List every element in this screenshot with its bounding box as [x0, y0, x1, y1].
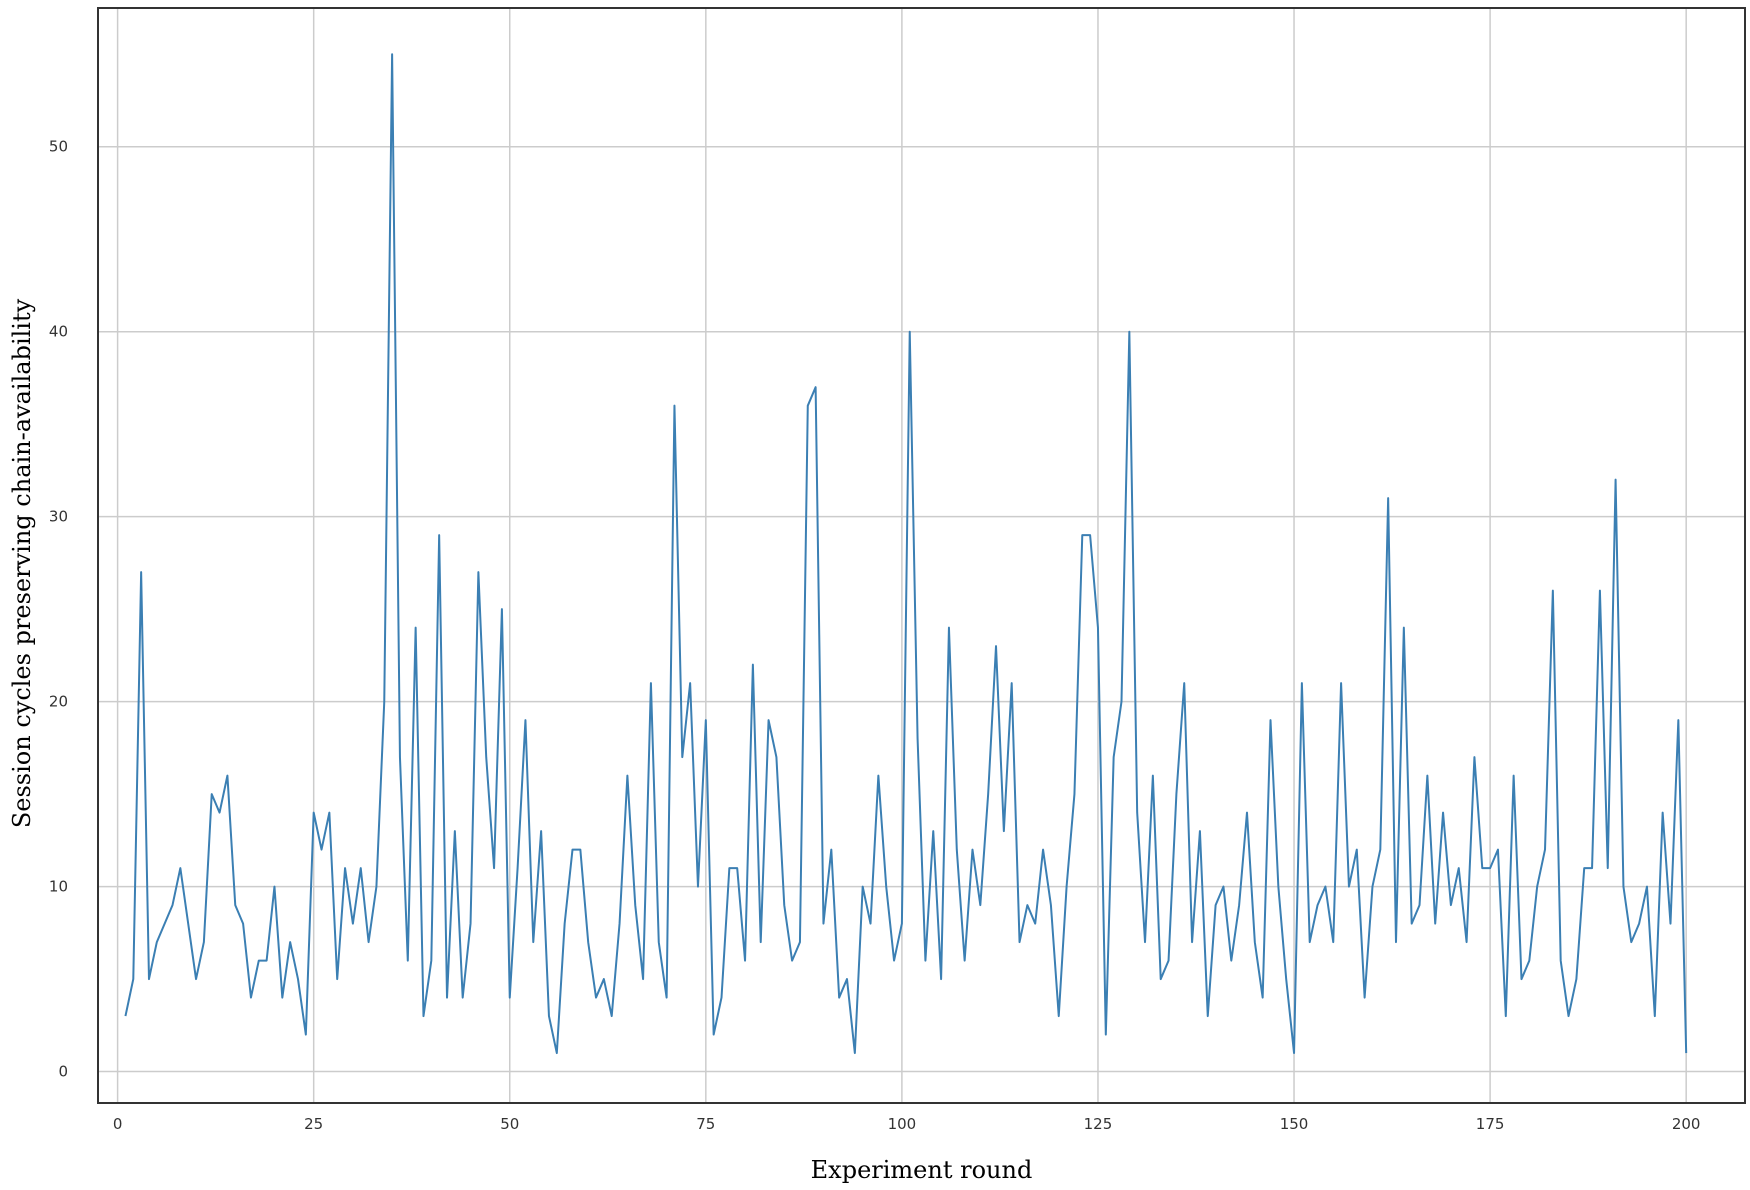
series-layer [124, 53, 1688, 1055]
x-tick-label: 25 [304, 1115, 323, 1133]
x-tick-label: 125 [1084, 1115, 1113, 1133]
y-tick-label: 50 [49, 138, 68, 156]
series-line [124, 53, 1688, 1055]
plot-frame [97, 7, 1746, 1104]
y-tick-label: 30 [49, 508, 68, 526]
x-tick-label: 175 [1476, 1115, 1505, 1133]
x-tick-label: 50 [500, 1115, 519, 1133]
x-tick-label: 100 [888, 1115, 917, 1133]
x-tick-label: 0 [113, 1115, 123, 1133]
y-tick-label: 10 [49, 878, 68, 896]
x-tick-label: 200 [1672, 1115, 1701, 1133]
x-tick-label: 150 [1280, 1115, 1309, 1133]
y-tick-label: 40 [49, 323, 68, 341]
x-tick-label: 75 [696, 1115, 715, 1133]
grid [98, 8, 1745, 1103]
y-tick-label: 20 [49, 693, 68, 711]
y-axis-label: Session cycles preserving chain-availabi… [8, 298, 36, 828]
tick-labels: 0 25 50 75 100 125 150 175 200 0 10 20 30 40 50 [49, 138, 1701, 1133]
y-tick-label: 0 [58, 1063, 68, 1081]
x-axis-label: Experiment round [811, 1156, 1033, 1184]
